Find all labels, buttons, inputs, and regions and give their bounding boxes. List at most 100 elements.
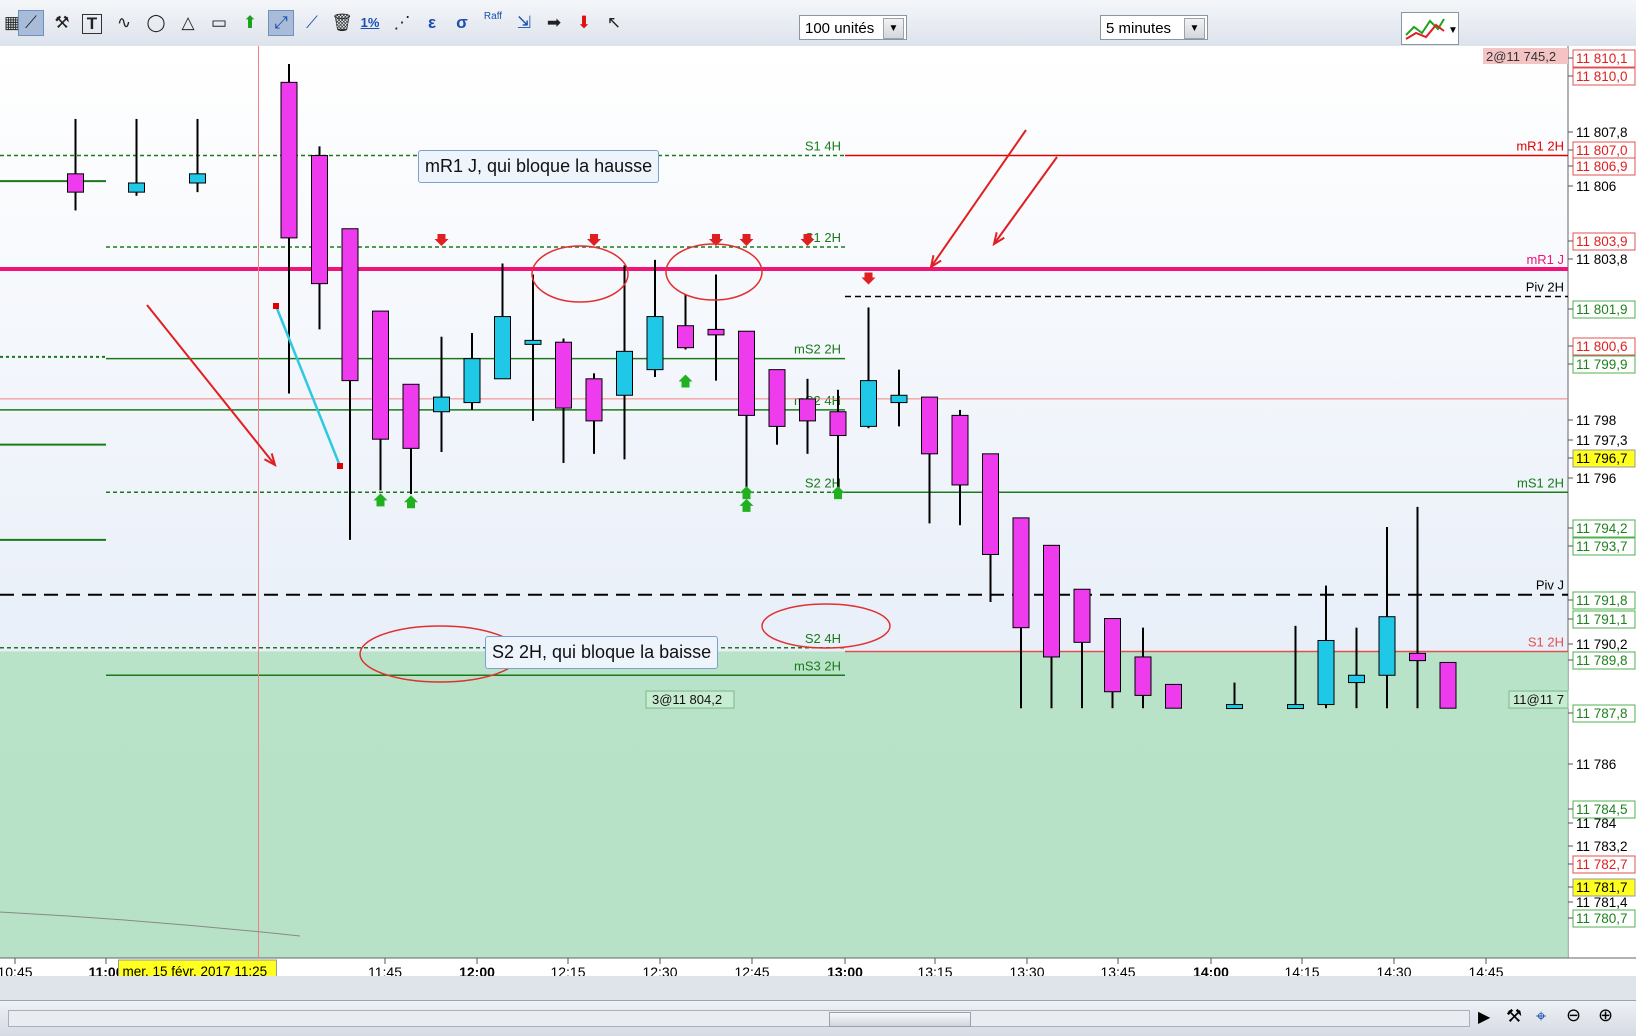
sell-signal-icon [800,234,815,247]
candle[interactable] [616,265,633,460]
candle[interactable] [1073,588,1091,709]
measure-tool-icon[interactable]: ⇲ [516,13,532,32]
svg-text:▼: ▼ [1448,25,1458,36]
candle[interactable] [738,330,755,495]
support-callout[interactable]: S2 2H, qui bloque la baisse [485,636,719,669]
candle[interactable] [829,389,847,495]
candle-body [1165,683,1182,709]
candle-body [829,411,847,437]
resistance-callout[interactable]: mR1 J, qui bloque la hausse [418,150,660,183]
epsilon-tool-icon[interactable]: ε [427,13,437,32]
ellipse-tool-icon[interactable]: ◯ [146,13,166,32]
scrollbar-thumb[interactable] [829,1012,971,1027]
horizontal-scrollbar[interactable] [8,1010,1470,1027]
candle[interactable] [646,259,664,377]
candle[interactable] [1409,506,1426,709]
price-label: 11 797,3 [1576,433,1628,448]
candle[interactable] [585,373,603,454]
grid-icon[interactable]: ▦ [3,13,21,32]
candle[interactable] [1348,627,1365,709]
candle[interactable] [67,118,84,211]
candle[interactable] [402,383,420,495]
down-arrow-tool-icon[interactable]: ⬇ [576,13,592,32]
timeframe-select[interactable]: 5 minutes ▼ [1100,15,1208,40]
candle[interactable] [1378,527,1396,709]
highlight-ellipse[interactable] [665,243,763,301]
candle[interactable] [707,274,725,381]
up-arrow-tool-icon[interactable]: ⬆ [242,13,258,32]
candle[interactable] [372,310,389,491]
candle[interactable] [951,409,969,526]
candle[interactable] [311,146,328,330]
fib-tool-icon[interactable]: ⚒ [54,13,70,32]
raff-tool-icon[interactable]: Raff [483,11,503,22]
candle[interactable] [799,378,816,454]
highlight-ellipse[interactable] [761,603,891,649]
trash-icon[interactable]: 🗑 [331,13,353,32]
candle[interactable] [1439,661,1457,709]
text-tool-icon[interactable]: T [82,14,102,34]
candle[interactable] [1317,585,1335,709]
segment-handle[interactable] [337,463,343,469]
candle-body [1104,618,1121,693]
percent-tool-icon[interactable]: 1% [360,15,380,30]
candle[interactable] [463,333,481,410]
candle[interactable] [890,369,908,427]
candle[interactable] [1165,683,1182,709]
fit-icon[interactable]: ⌖ [1536,1006,1547,1026]
candle[interactable] [189,118,206,193]
candle-body [1378,616,1396,676]
candle[interactable] [494,263,511,380]
chevron-down-icon[interactable]: ▼ [883,18,904,39]
annotation-arrow[interactable] [930,129,1027,268]
candle[interactable] [1043,544,1060,709]
pointer-icon[interactable]: ↖ [606,13,622,32]
candle-body [189,173,206,184]
candle[interactable] [1012,517,1030,709]
segment-handle[interactable] [273,303,279,309]
highlight-ellipse[interactable] [531,245,629,303]
candle[interactable] [1104,618,1121,709]
price-chart[interactable]: S1 4H S1 2H mR1 2H mR1 J Piv 2H mS2 2H mS2 4H S… [0,46,1636,998]
candle[interactable] [982,453,999,603]
autoscale-icon[interactable]: ⚒ [1506,1006,1523,1026]
rectangle-tool-icon[interactable]: ▭ [210,13,228,32]
price-label: 11 781,7 [1576,880,1628,895]
price-label: 11 810,1 [1576,51,1628,66]
crosshair-time-label: mer. 15 févr. 2017 11:25 [123,964,268,976]
indicator-menu-button[interactable]: ▼ [1401,12,1459,45]
drawn-trend-segment[interactable] [274,305,342,467]
candle[interactable] [128,118,145,196]
wave-tool-icon[interactable]: ∿ [116,13,132,32]
cursor-line-tool-icon[interactable]: ⤢ [268,10,294,36]
price-label: 11 806,9 [1576,159,1628,174]
candle[interactable] [860,307,877,429]
zoom-out-icon[interactable]: ⊖ [1566,1005,1582,1025]
candle-body [738,330,755,416]
candle[interactable] [1134,627,1152,709]
candle[interactable] [768,369,786,445]
segment-tool-icon[interactable]: ⟋ [306,13,318,32]
sell-signal-icon [861,272,876,285]
arrow-right-tool-icon[interactable]: ➡ [546,13,562,32]
annotation-arrow[interactable] [993,156,1058,245]
sigma-tool-icon[interactable]: σ [456,13,468,32]
candle[interactable] [677,294,694,350]
candle[interactable] [1287,625,1304,710]
fan-tool-icon[interactable]: ⋰ [393,13,411,32]
chevron-down-icon[interactable]: ▼ [1184,18,1205,39]
units-select[interactable]: 100 unités ▼ [799,15,907,40]
candle[interactable] [433,336,450,452]
triangle-tool-icon[interactable]: △ [181,13,195,32]
order-label-right: 11@11 7 [1513,692,1564,707]
candle[interactable] [555,338,572,463]
annotation-arrow[interactable] [146,304,276,466]
candle[interactable] [921,396,938,524]
zoom-in-icon[interactable]: ⊕ [1598,1005,1614,1025]
scroll-right-icon[interactable]: ▶ [1478,1009,1491,1026]
candle[interactable] [1226,682,1243,710]
line-tool-icon[interactable]: ⟋ [18,10,44,36]
candle[interactable] [524,274,542,421]
candle[interactable] [341,228,359,540]
